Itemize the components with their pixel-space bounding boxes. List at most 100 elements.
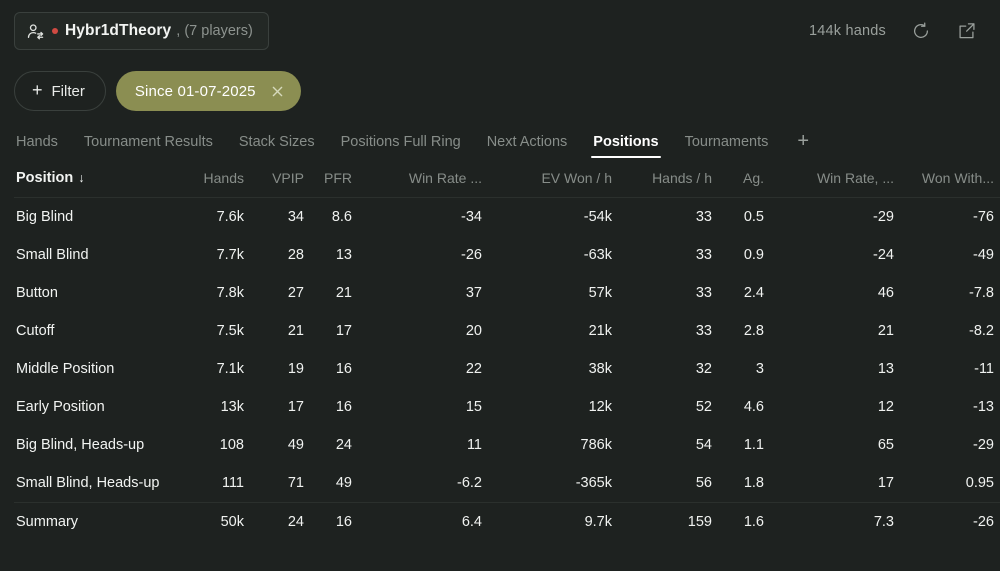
cell-position: Big Blind bbox=[16, 209, 74, 225]
cell-ev-won-per-h: 786k bbox=[580, 437, 612, 453]
cell-hands-per-h: 52 bbox=[695, 399, 712, 415]
cell-position: Button bbox=[16, 285, 58, 301]
cell-won-with: -76 bbox=[973, 209, 994, 225]
table-header: Position ↓ Hands VPIP PFR Win Rate ... EV… bbox=[14, 158, 1000, 198]
table-row[interactable]: Big Blind, Heads-up 108 49 24 11 786k 54 1.1 65 -… bbox=[14, 426, 1000, 464]
top-bar: Hybr1dTheory , (7 players) 144k hands bbox=[0, 0, 1000, 62]
table-row[interactable]: Button 7.8k 27 21 37 57k 33 2.4 46 -7.87.4 bbox=[14, 274, 1000, 312]
tab-positions-full-ring[interactable]: Positions Full Ring bbox=[340, 133, 461, 150]
cell-hands: 7.1k bbox=[216, 361, 244, 377]
cell-win-rate-2: 7.3 bbox=[764, 502, 894, 541]
column-header-ag[interactable]: Ag. bbox=[712, 158, 764, 198]
cell-hands-per-h: 32 bbox=[695, 361, 712, 377]
cell-vpip: 19 bbox=[287, 361, 304, 377]
date-filter-chip[interactable]: Since 01-07-2025 bbox=[115, 71, 301, 111]
refresh-icon[interactable] bbox=[910, 20, 932, 42]
cell-win-rate: 11 bbox=[466, 437, 482, 453]
table-row[interactable]: Small Blind 7.7k 28 13 -26 -63k 33 0.9 -24 -497.7 bbox=[14, 236, 1000, 274]
cell-hands: 50k bbox=[182, 502, 244, 541]
export-icon[interactable] bbox=[956, 20, 978, 42]
cell-3bet: 3.7 bbox=[994, 388, 1000, 426]
cell-vpip: 17 bbox=[287, 399, 304, 415]
cell-win-rate: 22 bbox=[465, 361, 482, 377]
cell-hands-per-h: 33 bbox=[695, 247, 712, 263]
tab-hands[interactable]: Hands bbox=[16, 133, 58, 150]
tab-tournaments[interactable]: Tournaments bbox=[684, 133, 769, 150]
tab-next-actions[interactable]: Next Actions bbox=[486, 133, 568, 150]
cell-ev-won-per-h: 9.7k bbox=[482, 502, 612, 541]
table-row[interactable]: Middle Position 7.1k 19 16 22 38k 32 3 13 -113.9 bbox=[14, 350, 1000, 388]
cell-ag: 4.6 bbox=[743, 399, 764, 415]
cell-3bet: 7.7 bbox=[994, 236, 1000, 274]
cell-win-rate-2: 21 bbox=[877, 323, 894, 339]
cell-won-with: -8.2 bbox=[969, 323, 994, 339]
cell-position: Cutoff bbox=[16, 323, 55, 339]
cell-hands-per-h: 33 bbox=[695, 285, 712, 301]
cell-position: Small Blind, Heads-up bbox=[16, 475, 160, 491]
cell-hands-per-h: 54 bbox=[695, 437, 712, 453]
cell-vpip: 27 bbox=[287, 285, 304, 301]
column-header-ev-won-per-h[interactable]: EV Won / h bbox=[482, 158, 612, 198]
table-row[interactable]: Cutoff 7.5k 21 17 20 21k 33 2.8 21 -8.26 bbox=[14, 312, 1000, 350]
player-selector-chip[interactable]: Hybr1dTheory , (7 players) bbox=[14, 12, 269, 50]
cell-3bet: 7.4 bbox=[994, 274, 1000, 312]
cell-won-with: 0.95 bbox=[965, 475, 994, 491]
cell-pfr: 8.6 bbox=[331, 209, 352, 225]
cell-ev-won-per-h: -54k bbox=[583, 209, 612, 225]
cell-3bet: 3.9 bbox=[994, 350, 1000, 388]
cell-ev-won-per-h: 21k bbox=[588, 323, 612, 339]
cell-ag: 0.5 bbox=[743, 209, 764, 225]
column-header-position[interactable]: Position ↓ bbox=[14, 158, 182, 198]
add-filter-button[interactable]: + Filter bbox=[14, 71, 106, 111]
cell-pfr: 16 bbox=[335, 361, 352, 377]
table-row[interactable]: Big Blind 7.6k 34 8.6 -34 -54k 33 0.5 -29 -767.1 bbox=[14, 198, 1000, 237]
cell-hands: 7.7k bbox=[216, 247, 244, 263]
cell-won-with: -7.8 bbox=[969, 285, 994, 301]
date-filter-label: Since 01-07-2025 bbox=[134, 82, 256, 100]
cell-hands: 7.6k bbox=[216, 209, 244, 225]
cell-won-with: -26 bbox=[894, 502, 994, 541]
cell-ag: 1.8 bbox=[743, 475, 764, 491]
sort-arrow-icon: ↓ bbox=[78, 171, 85, 185]
cell-ev-won-per-h: 38k bbox=[588, 361, 612, 377]
cell-vpip: 21 bbox=[287, 323, 304, 339]
column-header-pfr[interactable]: PFR bbox=[304, 158, 352, 198]
cell-vpip: 71 bbox=[287, 475, 304, 491]
tab-stack-sizes[interactable]: Stack Sizes bbox=[238, 133, 315, 150]
column-header-3bet[interactable]: 3Bet bbox=[994, 158, 1000, 198]
cell-ev-won-per-h: 57k bbox=[588, 285, 612, 301]
table-row[interactable]: Small Blind, Heads-up 111 71 49 -6.2 -365k 56 1… bbox=[14, 464, 1000, 503]
positions-stats-table: Position ↓ Hands VPIP PFR Win Rate ... EV… bbox=[14, 158, 1000, 541]
cell-pfr: 16 bbox=[335, 399, 352, 415]
cell-win-rate-2: 17 bbox=[877, 475, 894, 491]
add-tab-button[interactable]: + bbox=[797, 130, 810, 152]
filter-bar: + Filter Since 01-07-2025 bbox=[0, 62, 1000, 120]
cell-vpip: 49 bbox=[287, 437, 304, 453]
cell-ag: 3 bbox=[755, 361, 764, 377]
plus-icon: + bbox=[32, 80, 43, 100]
table-row[interactable]: Early Position 13k 17 16 15 12k 52 4.6 12 -133.7 bbox=[14, 388, 1000, 426]
column-header-hands-per-h[interactable]: Hands / h bbox=[612, 158, 712, 198]
cell-position: Early Position bbox=[16, 399, 105, 415]
table-body: Big Blind7.6k348.6-34-54k330.5-29-767.1S… bbox=[14, 198, 1000, 541]
cell-win-rate-2: 13 bbox=[877, 361, 894, 377]
cell-pfr: 17 bbox=[335, 323, 352, 339]
tab-positions[interactable]: Positions bbox=[580, 134, 671, 159]
cell-3bet: 14 bbox=[994, 426, 1000, 464]
column-header-win-rate[interactable]: Win Rate ... bbox=[352, 158, 482, 198]
column-header-won-with[interactable]: Won With... bbox=[894, 158, 994, 198]
total-hands-count: 144k hands bbox=[809, 23, 886, 39]
cell-won-with: -29 bbox=[973, 437, 994, 453]
close-icon[interactable] bbox=[270, 84, 285, 99]
player-count: , (7 players) bbox=[176, 23, 253, 39]
column-header-vpip[interactable]: VPIP bbox=[244, 158, 304, 198]
cell-3bet: 6 bbox=[994, 312, 1000, 350]
cell-position: Middle Position bbox=[16, 361, 115, 377]
tab-tournament-results[interactable]: Tournament Results bbox=[83, 133, 213, 150]
cell-won-with: -49 bbox=[973, 247, 994, 263]
column-header-win-rate-2[interactable]: Win Rate, ... bbox=[764, 158, 894, 198]
column-header-hands[interactable]: Hands bbox=[182, 158, 244, 198]
cell-win-rate-2: 12 bbox=[877, 399, 894, 415]
